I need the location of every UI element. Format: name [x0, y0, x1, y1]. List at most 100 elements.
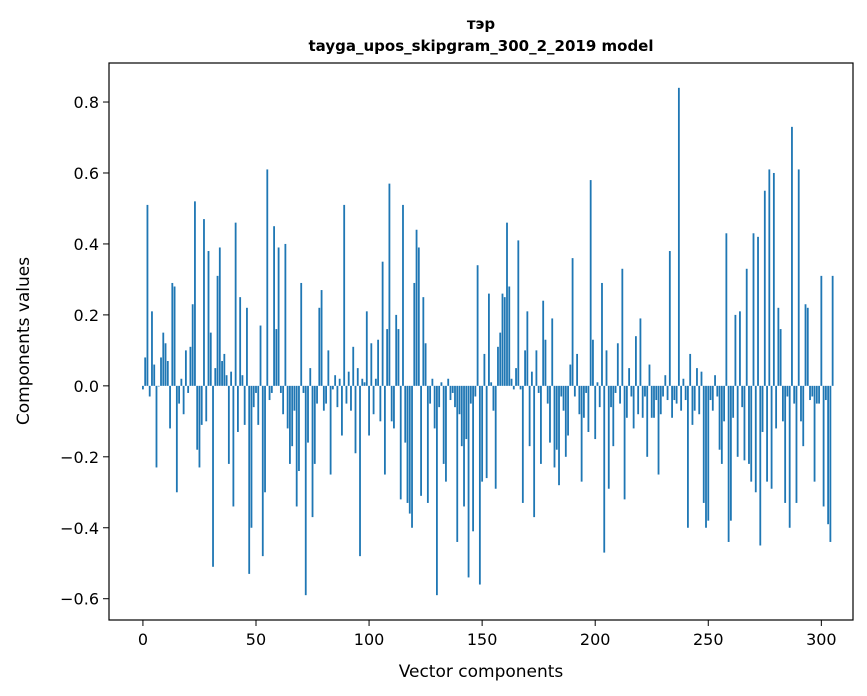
- bar-247: [700, 371, 703, 386]
- bar-153: [488, 293, 490, 386]
- bar-269: [750, 385, 753, 482]
- plot-frame: [108, 62, 854, 621]
- bar-204: [603, 385, 606, 553]
- bar-175: [537, 385, 540, 393]
- bar-64: [286, 385, 289, 429]
- bar-29: [207, 251, 210, 386]
- bar-199: [592, 339, 594, 386]
- bar-184: [558, 385, 560, 486]
- bar-282: [779, 329, 782, 386]
- bar-185: [560, 385, 563, 397]
- bar-272: [757, 236, 759, 386]
- bar-170: [526, 311, 529, 386]
- bar-68: [295, 385, 298, 507]
- bar-238: [680, 385, 683, 411]
- bar-220: [639, 318, 642, 386]
- bar-181: [551, 318, 554, 386]
- bar-252: [711, 385, 714, 411]
- bar-58: [273, 226, 275, 386]
- bar-74: [309, 368, 312, 386]
- bar-240: [684, 385, 687, 401]
- bar-34: [218, 247, 221, 386]
- bar-236: [675, 385, 678, 404]
- bar-18: [182, 385, 185, 415]
- bar-276: [766, 385, 768, 482]
- bar-130: [436, 385, 438, 596]
- bar-169: [524, 350, 526, 386]
- bar-149: [478, 385, 481, 585]
- bar-160: [503, 297, 506, 386]
- bar-191: [573, 385, 576, 397]
- bar-268: [748, 385, 750, 464]
- bar-239: [682, 378, 685, 386]
- bar-224: [648, 364, 651, 386]
- bar-259: [727, 385, 730, 542]
- bar-101: [370, 343, 373, 386]
- bar-197: [587, 385, 590, 432]
- bar-133: [442, 385, 445, 464]
- x-tick-label-4: 200: [580, 630, 611, 649]
- bar-56: [268, 385, 271, 401]
- bar-14: [173, 286, 176, 386]
- x-tick-label-1: 50: [246, 630, 266, 649]
- bar-254: [716, 385, 719, 397]
- bar-123: [420, 385, 422, 496]
- bar-139: [456, 385, 459, 542]
- bar-289: [795, 385, 798, 503]
- bar-94: [354, 385, 357, 454]
- bar-249: [705, 385, 707, 528]
- bar-12: [169, 385, 171, 429]
- bar-162: [508, 286, 511, 386]
- bar-245: [696, 368, 698, 386]
- bar-231: [664, 375, 667, 386]
- bar-293: [804, 304, 807, 386]
- bar-10: [164, 343, 167, 386]
- bar-67: [293, 385, 296, 411]
- bar-91: [347, 371, 350, 386]
- bar-279: [772, 172, 775, 386]
- bar-27: [203, 219, 205, 386]
- bar-285: [786, 385, 789, 397]
- bar-114: [399, 385, 402, 500]
- y-axis-label: Components values: [14, 257, 34, 425]
- bar-209: [614, 385, 617, 393]
- bar-164: [512, 385, 515, 390]
- bar-291: [800, 385, 802, 422]
- bar-129: [433, 385, 436, 429]
- bar-168: [521, 385, 524, 503]
- bar-186: [562, 385, 565, 411]
- bar-208: [612, 385, 615, 447]
- bar-53: [261, 385, 264, 557]
- bar-61: [279, 385, 282, 393]
- bar-196: [585, 385, 588, 393]
- bar-174: [535, 350, 538, 386]
- bar-227: [655, 385, 658, 401]
- bar-9: [162, 332, 165, 386]
- chart-title: тэр: [467, 15, 496, 33]
- bar-257: [723, 385, 726, 422]
- bar-97: [361, 378, 364, 386]
- bar-300: [820, 275, 823, 386]
- bar-303: [827, 385, 830, 525]
- bar-73: [307, 385, 309, 443]
- bar-297: [813, 385, 816, 482]
- bar-281: [777, 307, 780, 386]
- bar-200: [594, 385, 597, 440]
- bar-255: [718, 385, 721, 450]
- bar-151: [483, 353, 486, 386]
- bar-226: [653, 385, 655, 418]
- bar-85: [334, 375, 337, 386]
- bar-80: [322, 385, 325, 411]
- bar-217: [632, 385, 635, 429]
- y-tick-label-5: 0.4: [74, 235, 99, 254]
- bar-295: [809, 385, 811, 401]
- bar-32: [214, 368, 217, 386]
- bar-201: [596, 382, 599, 386]
- x-tick-label-0: 0: [138, 630, 148, 649]
- bar-244: [693, 385, 696, 411]
- bar-6: [155, 385, 158, 468]
- bar-147: [474, 385, 477, 397]
- bar-194: [580, 385, 583, 482]
- bar-263: [736, 385, 739, 457]
- bar-92: [350, 385, 352, 411]
